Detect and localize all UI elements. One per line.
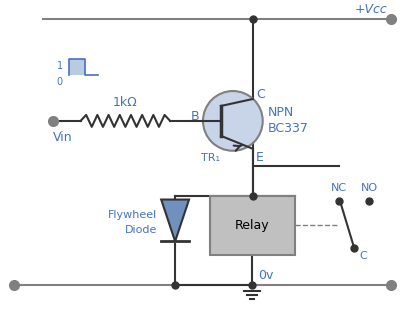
Text: 1kΩ: 1kΩ (113, 96, 137, 109)
Text: NO: NO (360, 183, 377, 192)
Text: Flywheel: Flywheel (108, 210, 157, 220)
Text: 0: 0 (56, 77, 62, 87)
Text: NPN: NPN (267, 107, 293, 120)
Text: B: B (190, 110, 198, 123)
Text: Vin: Vin (53, 131, 72, 144)
Polygon shape (161, 199, 189, 241)
Text: C: C (358, 251, 366, 261)
Text: E: E (255, 151, 263, 164)
Circle shape (202, 91, 262, 151)
Text: C: C (255, 88, 264, 101)
Text: Diode: Diode (124, 225, 157, 236)
Text: 0v: 0v (257, 269, 273, 282)
Text: Relay: Relay (234, 219, 269, 232)
Polygon shape (68, 59, 84, 75)
Text: +Vcc: +Vcc (354, 3, 386, 16)
Text: 1: 1 (56, 61, 62, 71)
Text: BC337: BC337 (267, 122, 308, 135)
Bar (209, 196, 294, 255)
Text: TR₁: TR₁ (200, 153, 220, 163)
Text: NC: NC (330, 183, 347, 192)
